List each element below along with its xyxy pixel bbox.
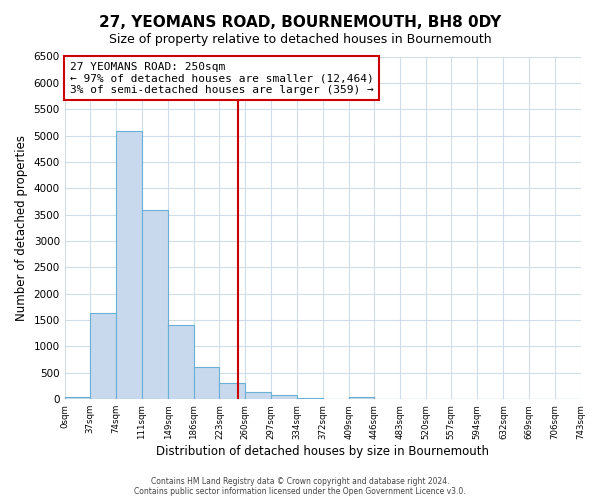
Bar <box>116 132 142 399</box>
Text: 27 YEOMANS ROAD: 250sqm
← 97% of detached houses are smaller (12,464)
3% of semi: 27 YEOMANS ROAD: 250sqm ← 97% of detache… <box>70 62 374 95</box>
Y-axis label: Number of detached properties: Number of detached properties <box>15 135 28 321</box>
Bar <box>65 396 91 399</box>
Text: Contains HM Land Registry data © Crown copyright and database right 2024.
Contai: Contains HM Land Registry data © Crown c… <box>134 476 466 496</box>
Bar <box>296 398 323 399</box>
Bar <box>220 384 245 399</box>
X-axis label: Distribution of detached houses by size in Bournemouth: Distribution of detached houses by size … <box>156 444 489 458</box>
Text: 27, YEOMANS ROAD, BOURNEMOUTH, BH8 0DY: 27, YEOMANS ROAD, BOURNEMOUTH, BH8 0DY <box>99 15 501 30</box>
Bar <box>194 366 220 399</box>
Text: Size of property relative to detached houses in Bournemouth: Size of property relative to detached ho… <box>109 32 491 46</box>
Bar <box>271 395 296 399</box>
Bar <box>91 314 116 399</box>
Bar <box>245 392 271 399</box>
Bar <box>168 326 194 399</box>
Bar <box>349 396 374 399</box>
Bar <box>142 210 168 399</box>
